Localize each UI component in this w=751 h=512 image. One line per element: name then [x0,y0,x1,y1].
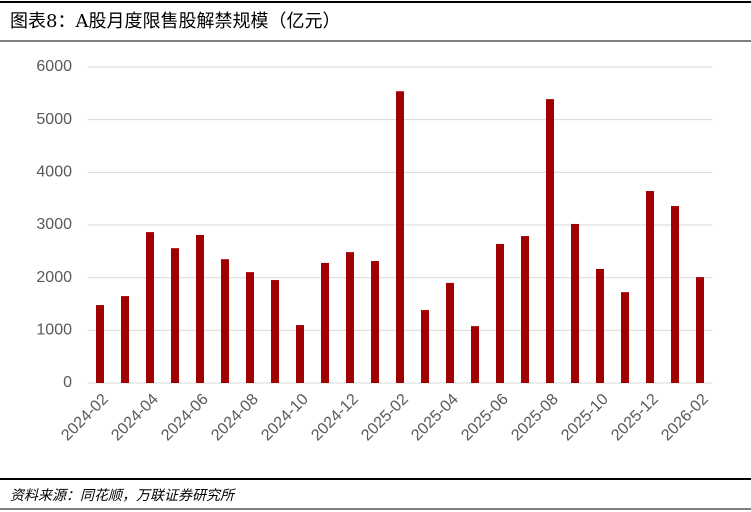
y-tick-label: 6000 [36,58,72,75]
bar [546,99,554,384]
bar [121,296,129,383]
bar [671,206,679,383]
x-tick-label: 2024-12 [308,391,362,445]
bar [271,280,279,383]
y-tick-label: 1000 [36,322,72,339]
bar [496,243,504,383]
x-tick-label: 2025-02 [358,391,412,445]
x-tick-label: 2025-08 [508,391,562,445]
bar [146,232,154,383]
bar [421,310,429,383]
bar [196,235,204,383]
bar [371,261,379,383]
bar [521,236,529,383]
bar [96,305,104,383]
x-tick-label: 2025-06 [458,391,512,445]
x-tick-label: 2024-06 [158,391,212,445]
y-tick-label: 4000 [36,164,72,181]
bar [471,326,479,383]
x-tick-label: 2025-12 [608,391,662,445]
bar [221,259,229,383]
x-tick-label: 2024-02 [58,391,112,445]
bar [321,262,329,383]
bar [346,252,354,383]
bar [696,277,704,383]
x-tick-label: 2024-08 [208,391,262,445]
x-tick-label: 2025-04 [408,391,462,445]
bar [171,248,179,383]
y-tick-label: 3000 [36,216,72,233]
bar [446,282,454,383]
source-note: 资料来源：同花顺，万联证券研究所 [10,488,236,504]
x-tick-label: 2025-10 [558,391,612,445]
bar [246,272,254,383]
bar [571,223,579,383]
x-tick-label: 2026-02 [658,391,712,445]
bar [646,191,654,383]
bar [596,268,604,383]
y-tick-label: 0 [63,374,72,391]
y-tick-label: 5000 [36,111,72,128]
bar [621,292,629,383]
x-tick-label: 2024-04 [108,391,162,445]
chart-title: 图表8：A股月度限售股解禁规模（亿元） [10,11,340,32]
bar [396,91,404,383]
bar [296,325,304,383]
y-tick-label: 2000 [36,269,72,286]
x-tick-label: 2024-10 [258,391,312,445]
